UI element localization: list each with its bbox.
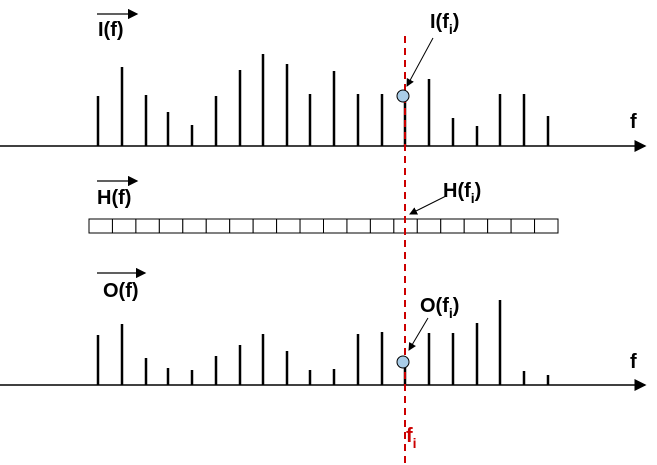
text: i: [449, 305, 453, 321]
filter-cell: [182, 218, 207, 234]
filter-cell: [463, 218, 489, 234]
filter-cell: [299, 218, 324, 234]
text: H(f: [443, 180, 471, 202]
filter-cell: [205, 218, 231, 234]
pointer: [406, 37, 434, 87]
text: i: [449, 21, 453, 37]
text: i: [413, 435, 417, 451]
input-label: I(f): [98, 19, 124, 41]
text: i: [471, 190, 475, 206]
text: ): [475, 180, 482, 202]
filter-cell: [111, 218, 137, 234]
filter-cell: [487, 218, 512, 234]
filter-cell: [276, 218, 301, 234]
filter-cell: [369, 218, 395, 234]
filter-cell: [229, 218, 254, 234]
axis-label: f: [630, 111, 637, 133]
filter-cell: [416, 218, 442, 234]
filter-label: H(f): [97, 187, 131, 209]
filter-cell: [323, 218, 348, 234]
text: f: [406, 425, 413, 447]
text: O(f: [420, 295, 449, 317]
input-point-label: I(fi): [430, 11, 459, 37]
pointer: [409, 195, 447, 215]
filter-cell: [252, 218, 278, 234]
filter-point-label: H(fi): [443, 180, 481, 206]
sample-point: [396, 89, 410, 103]
diagram-layer: f f I(f) H(f) O(f) I(fi) H(fi) O(fi): [0, 8, 647, 391]
output-label: O(f): [103, 280, 139, 302]
axis-label: f: [630, 351, 637, 373]
filter-cell: [88, 218, 113, 234]
filter-cell: [534, 218, 559, 234]
filter-cell: [510, 218, 536, 234]
marker-label: fi: [406, 425, 417, 451]
filter-cell: [135, 218, 160, 234]
pointer: [408, 317, 429, 351]
text: ): [453, 11, 460, 33]
sample-point: [396, 355, 410, 369]
text: ): [453, 295, 460, 317]
filter-cell: [158, 218, 184, 234]
text: I(f: [430, 11, 449, 33]
filter-cell: [346, 218, 371, 234]
output-point-label: O(fi): [420, 295, 459, 321]
filter-cell: [440, 218, 465, 234]
